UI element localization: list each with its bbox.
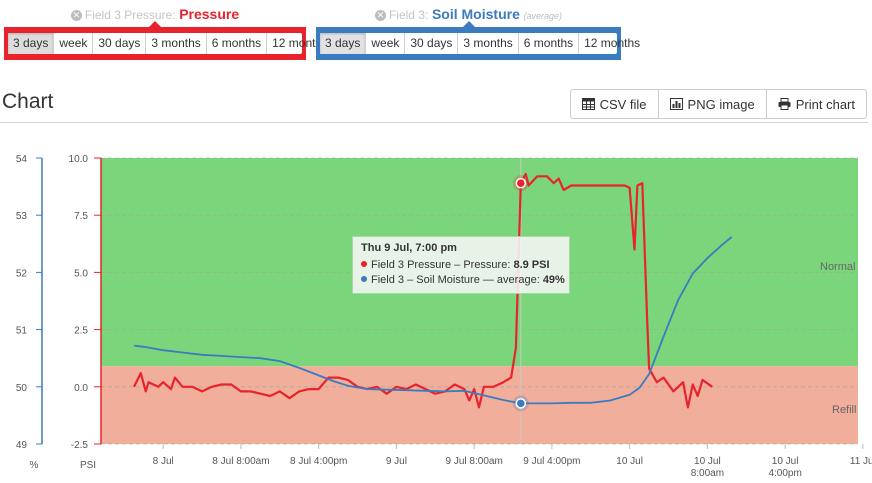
y-left-tick-label: 53 bbox=[16, 211, 28, 222]
x-tick-label: 8 Jul bbox=[153, 456, 174, 467]
y-right-unit: PSI bbox=[80, 460, 96, 471]
chart-tooltip: Thu 9 Jul, 7:00 pm Field 3 Pressure – Pr… bbox=[352, 236, 570, 294]
tooltip-pressure-value: 8.9 PSI bbox=[513, 259, 550, 271]
pressure-series-line bbox=[133, 172, 713, 409]
print-chart-label: Print chart bbox=[795, 96, 855, 112]
y-right-tick-label: 2.5 bbox=[74, 326, 88, 337]
table-icon bbox=[581, 98, 595, 110]
moisture-series-dot bbox=[361, 276, 367, 282]
x-tick-label: 10 Jul bbox=[694, 456, 721, 467]
csv-file-button[interactable]: CSV file bbox=[571, 90, 659, 118]
pressure-range-bar: 3 days week 30 days 3 months 6 months 12 mont… bbox=[4, 21, 328, 60]
png-image-button[interactable]: PNG image bbox=[659, 90, 767, 118]
export-button-group: CSV file PNG image Print chart bbox=[569, 89, 867, 119]
printer-icon bbox=[778, 98, 791, 110]
y-left-tick-label: 50 bbox=[16, 383, 28, 394]
moisture-title-field: Field 3: bbox=[388, 8, 429, 22]
x-tick-label: 9 Jul bbox=[386, 456, 407, 467]
y-right-tick-label: 7.5 bbox=[74, 211, 88, 222]
csv-file-label: CSV file bbox=[599, 96, 647, 112]
moisture-title-measure: Soil Moisture bbox=[431, 6, 520, 22]
moisture-range-selector: ✕ Field 3: Soil Moisture (average) 3 days… bbox=[316, 0, 640, 60]
remove-icon[interactable]: ✕ bbox=[374, 10, 386, 21]
range-30-days-button[interactable]: 30 days bbox=[405, 33, 459, 54]
y-left-tick-label: 54 bbox=[16, 154, 28, 165]
pressure-title-measure: Pressure bbox=[179, 6, 240, 22]
pressure-range-selector: ✕ Field 3 Pressure: Pressure 3 days week 30… bbox=[4, 0, 328, 60]
png-image-label: PNG image bbox=[687, 96, 755, 112]
y-right-tick-label: 0.0 bbox=[74, 383, 88, 394]
y-right-tick-label: 5.0 bbox=[74, 268, 88, 279]
range-6-months-button[interactable]: 6 months bbox=[207, 33, 268, 54]
x-tick-label: 11 Jul bbox=[850, 456, 872, 467]
moisture-series-line bbox=[133, 236, 733, 405]
x-tick-label: 9 Jul 8:00am bbox=[446, 456, 503, 467]
header-divider bbox=[0, 122, 868, 123]
range-3-months-button[interactable]: 3 months bbox=[146, 33, 207, 54]
moisture-range-buttons: 3 days week 30 days 3 months 6 months 12 mont… bbox=[320, 33, 640, 54]
y-left-tick-label: 49 bbox=[16, 440, 28, 451]
tooltip-row-pressure: Field 3 Pressure – Pressure: 8.9 PSI bbox=[361, 258, 561, 273]
x-tick-label: 8 Jul 4:00pm bbox=[290, 456, 347, 467]
x-tick-label: 8 Jul 8:00am bbox=[212, 456, 269, 467]
y-left-unit: % bbox=[30, 460, 39, 471]
tooltip-moisture-value: 49% bbox=[542, 274, 565, 286]
range-week-button[interactable]: week bbox=[366, 33, 406, 54]
pressure-range-buttons: 3 days week 30 days 3 months 6 months 12 mont… bbox=[8, 33, 328, 54]
band-label-normal: Normal bbox=[820, 261, 855, 273]
moisture-highlight-marker bbox=[515, 398, 527, 409]
x-tick-label: 4:00pm bbox=[768, 468, 801, 479]
pressure-title-field: Field 3 Pressure: bbox=[84, 8, 176, 22]
range-12-months-button[interactable]: 12 months bbox=[272, 36, 329, 50]
x-tick-label: 9 Jul 4:00pm bbox=[523, 456, 580, 467]
remove-icon[interactable]: ✕ bbox=[70, 10, 82, 21]
y-right-tick-label: 10.0 bbox=[69, 154, 89, 165]
x-tick-label: 10 Jul bbox=[772, 456, 799, 467]
tooltip-moisture-label: Field 3 – Soil Moisture — average: bbox=[371, 274, 543, 286]
moisture-title-aggregation: (average) bbox=[523, 11, 563, 21]
moisture-range-bar: 3 days week 30 days 3 months 6 months 12 mont… bbox=[316, 21, 640, 60]
y-left-tick-label: 51 bbox=[16, 326, 28, 337]
x-tick-label: 10 Jul bbox=[616, 456, 643, 467]
chart[interactable]: Normal Refill 54 53 52 51 50 49 10.0 7.5 5.0 2.5 0.0… bbox=[0, 140, 872, 480]
moisture-selector-title: ✕ Field 3: Soil Moisture (average) bbox=[316, 6, 621, 22]
tooltip-row-moisture: Field 3 – Soil Moisture — average: 49% bbox=[361, 273, 565, 288]
range-6-months-button[interactable]: 6 months bbox=[519, 33, 580, 54]
x-tick-label: 8:00am bbox=[691, 468, 724, 479]
range-3-days-button[interactable]: 3 days bbox=[320, 33, 367, 54]
pressure-highlight-marker bbox=[515, 177, 527, 189]
range-12-months-button[interactable]: 12 months bbox=[584, 36, 641, 50]
tooltip-header: Thu 9 Jul, 7:00 pm bbox=[361, 242, 457, 254]
y-left-tick-label: 52 bbox=[16, 268, 28, 279]
y-right-tick-label: -2.5 bbox=[71, 440, 89, 451]
page-title: Chart bbox=[2, 90, 54, 113]
range-3-days-button[interactable]: 3 days bbox=[8, 33, 55, 54]
tooltip-pressure-label: Field 3 Pressure – Pressure: bbox=[371, 259, 514, 271]
range-30-days-button[interactable]: 30 days bbox=[93, 33, 147, 54]
range-3-months-button[interactable]: 3 months bbox=[458, 33, 519, 54]
pressure-selector-title: ✕ Field 3 Pressure: Pressure bbox=[4, 6, 306, 22]
band-label-refill: Refill bbox=[832, 404, 856, 416]
pressure-series-dot bbox=[361, 261, 367, 267]
range-week-button[interactable]: week bbox=[54, 33, 94, 54]
print-chart-button[interactable]: Print chart bbox=[767, 90, 866, 118]
bar-chart-icon bbox=[669, 98, 683, 110]
